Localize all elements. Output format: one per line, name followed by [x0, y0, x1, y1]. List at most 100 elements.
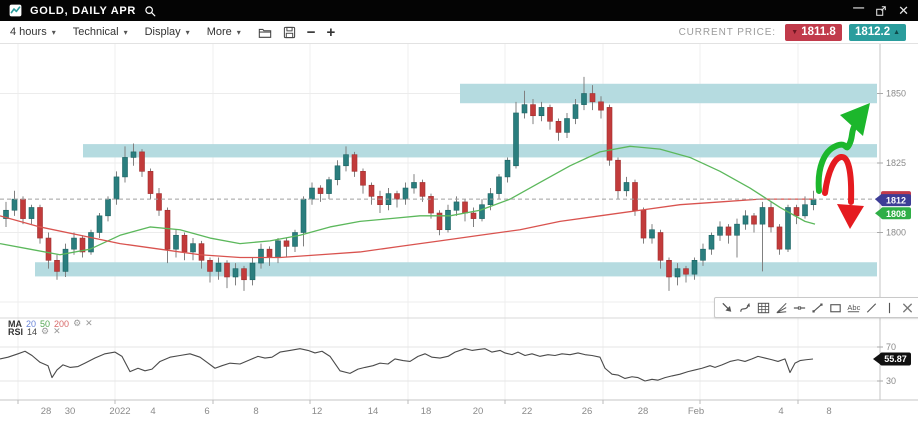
- candle-body: [793, 207, 800, 217]
- display-dropdown[interactable]: Display ▾: [144, 26, 190, 38]
- more-dropdown[interactable]: More ▾: [206, 26, 241, 38]
- horizontal-line-tool-icon[interactable]: [792, 300, 807, 316]
- candle-body: [802, 204, 808, 217]
- zoom-out-button[interactable]: −: [306, 23, 316, 41]
- ma-remove-icon[interactable]: ✕: [85, 318, 93, 328]
- candle-body: [700, 248, 706, 261]
- chevron-down-icon: ▾: [236, 27, 241, 37]
- candle-body: [54, 259, 60, 272]
- ma-period-200: 200: [54, 318, 70, 329]
- candle-body: [428, 196, 434, 214]
- search-icon[interactable]: [144, 5, 156, 17]
- chart-title: GOLD, DAILY APR: [30, 4, 137, 17]
- zoom-in-button[interactable]: +: [326, 23, 336, 41]
- candle-body: [589, 93, 596, 103]
- candle-body: [436, 212, 443, 231]
- candle-body: [708, 234, 715, 250]
- ma-settings-gear-icon[interactable]: ⚙: [73, 318, 82, 328]
- candle-body: [326, 179, 332, 194]
- technical-dropdown[interactable]: Technical ▾: [72, 26, 128, 38]
- minimize-button[interactable]: —: [853, 2, 865, 14]
- bullish-arrow[interactable]: [815, 103, 870, 194]
- rsi-settings-gear-icon[interactable]: ⚙: [41, 326, 50, 336]
- ma-200-line: [0, 198, 815, 259]
- save-icon[interactable]: [283, 26, 296, 39]
- price-tick-label: 1800: [886, 228, 906, 238]
- time-tick-label: 20: [473, 406, 484, 417]
- candle-body: [564, 118, 570, 133]
- current-price-label: CURRENT PRICE:: [678, 26, 776, 38]
- rsi-panel[interactable]: 70 30 55.87: [0, 342, 911, 386]
- restore-button[interactable]: [875, 5, 887, 17]
- candle-body: [479, 204, 485, 219]
- resistance-zone-mid: [83, 144, 877, 158]
- curve-tool-icon[interactable]: [738, 300, 753, 316]
- candle-body: [666, 259, 672, 278]
- pointer-tool-icon[interactable]: [720, 300, 735, 316]
- time-axis[interactable]: 28 30 2022 4 6 8 12 14 18 20 22 26 28 Feb 4 8: [17, 400, 832, 417]
- time-tick-label: 30: [65, 406, 76, 417]
- fan-lines-tool-icon[interactable]: [774, 300, 789, 316]
- candle-body: [462, 201, 468, 214]
- candle-body: [419, 182, 426, 197]
- candle-body: [62, 248, 69, 272]
- candle-body: [538, 107, 545, 117]
- close-button[interactable]: ✕: [898, 3, 909, 18]
- candle-body: [292, 232, 298, 247]
- candle-body: [266, 248, 273, 258]
- app-logo-icon: [9, 4, 22, 17]
- candle-body: [300, 198, 307, 233]
- candle-body: [555, 121, 562, 133]
- candle-body: [215, 262, 222, 272]
- bearish-arrow[interactable]: [822, 154, 864, 229]
- supply-demand-zones: [35, 83, 877, 277]
- window-controls: — ✕: [853, 2, 909, 18]
- candle-body: [453, 201, 460, 211]
- rsi-period-value: 14: [27, 326, 38, 337]
- trend-line-tool-icon[interactable]: [810, 300, 825, 316]
- candle-body: [368, 184, 375, 197]
- candle-body: [232, 268, 239, 278]
- candle-body: [130, 151, 137, 158]
- timeframe-dropdown[interactable]: 4 hours ▾: [10, 26, 56, 38]
- candle-body: [674, 268, 681, 278]
- price-chart-canvas[interactable]: 1850182518001775703055.87283020224681214…: [0, 44, 918, 426]
- candle-body: [759, 207, 766, 225]
- candle-body: [615, 159, 621, 192]
- candle-body: [122, 157, 128, 178]
- candle-body: [343, 154, 349, 167]
- candle-body: [445, 209, 451, 231]
- grid-tool-icon[interactable]: [756, 300, 771, 316]
- time-tick-label: 28: [41, 406, 52, 417]
- candle-body: [113, 176, 120, 200]
- time-tick-label: 6: [204, 406, 209, 417]
- candle-body: [640, 209, 647, 239]
- rsi-remove-icon[interactable]: ✕: [53, 326, 61, 336]
- drawing-toolbar-close-icon[interactable]: [900, 300, 915, 316]
- open-folder-icon[interactable]: [258, 26, 272, 39]
- candle-body: [632, 182, 638, 211]
- ma-label-text: MA: [8, 318, 22, 329]
- candle-body: [751, 215, 757, 225]
- candle-body: [606, 107, 613, 161]
- candle-body: [190, 243, 196, 253]
- time-tick-label: 28: [638, 406, 649, 417]
- diagonal-line-tool-icon[interactable]: [864, 300, 879, 316]
- candle-body: [513, 112, 519, 167]
- candle-body: [351, 154, 358, 172]
- vertical-line-tool-icon[interactable]: [882, 300, 897, 316]
- candle-body: [402, 187, 409, 200]
- candle-body: [164, 209, 171, 250]
- candle-body: [530, 104, 536, 117]
- rsi-label-text: RSI: [8, 326, 24, 337]
- candle-body: [71, 237, 77, 250]
- candle-body: [657, 232, 664, 261]
- candle-body: [173, 234, 179, 250]
- candle-body: [105, 198, 111, 217]
- text-tool-icon[interactable]: Abc: [846, 300, 861, 316]
- rectangle-tool-icon[interactable]: [828, 300, 843, 316]
- candle-body: [810, 198, 817, 205]
- candle-body: [3, 209, 9, 219]
- drawing-toolbar: Abc: [714, 297, 918, 318]
- candle-body: [742, 215, 749, 225]
